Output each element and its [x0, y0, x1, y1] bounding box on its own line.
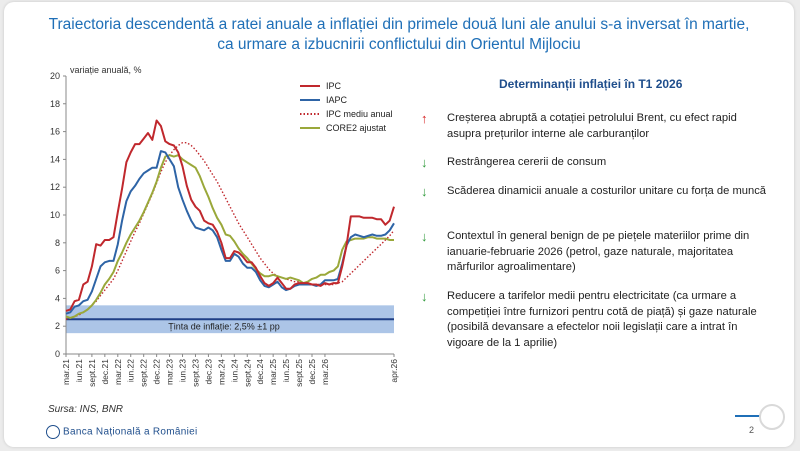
x-tick-label: mar.23	[165, 359, 175, 385]
arrow-up-icon: ↑	[421, 111, 428, 126]
determinant-text-5: Reducere a tarifelor medii pentru electr…	[447, 290, 757, 349]
target-band-label: Ținta de inflație: 2,5% ±1 pp	[168, 321, 280, 331]
x-tick-label: mar.26	[320, 359, 330, 385]
x-tick-label: iun.25	[281, 359, 291, 382]
y-tick-label: 4	[55, 293, 60, 303]
x-tick-label: iun.23	[178, 359, 188, 382]
x-tick-label: sept.24	[242, 359, 252, 387]
determinant-text-3: Scăderea dinamicii anuale a costurilor u…	[447, 185, 767, 197]
arrow-down-icon: ↓	[421, 155, 428, 170]
slide-title-line-1: Traiectoria descendentă a ratei anuale a…	[48, 16, 750, 33]
inflation-chart: Ținta de inflație: 2,5% ±1 pp 0 2 4 6 8 10 12 14…	[50, 65, 399, 387]
y-tick-label: 12	[50, 182, 60, 192]
x-tick-label: dec.22	[152, 359, 162, 385]
x-tick-label: iun.21	[74, 359, 84, 382]
x-tick-label: dec.21	[100, 359, 110, 385]
bnr-eagle-icon	[46, 425, 60, 439]
y-tick-label: 6	[55, 266, 60, 276]
panel-title: Determinanții inflației în T1 2026	[499, 77, 683, 91]
x-tick-label: mar.24	[216, 359, 226, 385]
bnr-logo: Banca Națională a României	[46, 425, 198, 439]
legend-label: CORE2 ajustat	[326, 123, 387, 133]
x-tick-label: sept.23	[190, 359, 200, 387]
y-tick-label: 20	[50, 71, 60, 81]
legend-label: IPC	[326, 81, 342, 91]
bnr-watermark-icon	[759, 404, 785, 430]
bnr-logo-text: Banca Națională a României	[63, 426, 198, 438]
legend-label: IPC mediu anual	[326, 109, 393, 119]
slide-title-line-2: ca urmare a izbucnirii conflictului din …	[217, 36, 581, 53]
x-tick-label: sept.22	[139, 359, 149, 387]
x-tick-label: mar.22	[113, 359, 123, 385]
legend-label: IAPC	[326, 95, 348, 105]
arrow-down-icon: ↓	[421, 289, 428, 304]
series-line-ipc-mediu-anual	[65, 141, 395, 320]
x-tick-label: apr.26	[389, 359, 399, 383]
y-tick-label: 16	[50, 127, 60, 137]
y-tick-label: 0	[55, 349, 60, 359]
arrow-down-icon: ↓	[421, 229, 428, 244]
series-line-core2-ajustat	[65, 154, 394, 319]
determinant-text-2: Restrângerea cererii de consum	[447, 156, 607, 168]
x-tick-label: iun.22	[126, 359, 136, 382]
determinant-text-4: Contextul în general benign de pe piețel…	[447, 230, 750, 273]
source-note: Sursa: INS, BNR	[48, 404, 124, 415]
x-tick-label: sept.25	[294, 359, 304, 387]
x-tick-label: mar.25	[268, 359, 278, 385]
x-tick-label: dec.24	[255, 359, 265, 385]
slide: Traiectoria descendentă a ratei anuale a…	[4, 2, 794, 447]
determinant-text-1: Creșterea abruptă a cotației petrolului …	[447, 112, 737, 140]
x-tick-label: dec.25	[307, 359, 317, 385]
page-number: 2	[749, 425, 755, 435]
page-accent-bar	[735, 415, 760, 417]
arrow-down-icon: ↓	[421, 184, 428, 199]
x-tick-label: sept.21	[87, 359, 97, 387]
y-tick-label: 8	[55, 238, 60, 248]
y-tick-label: 14	[50, 154, 60, 164]
y-tick-label: 18	[50, 99, 60, 109]
series-line-ipc	[65, 119, 395, 312]
y-tick-label: 2	[55, 321, 60, 331]
y-tick-label: 10	[50, 210, 60, 220]
x-tick-label: dec.23	[203, 359, 213, 385]
y-axis-label: variație anuală, %	[70, 65, 142, 75]
x-tick-label: mar.21	[61, 359, 71, 385]
x-tick-label: iun.24	[229, 359, 239, 382]
